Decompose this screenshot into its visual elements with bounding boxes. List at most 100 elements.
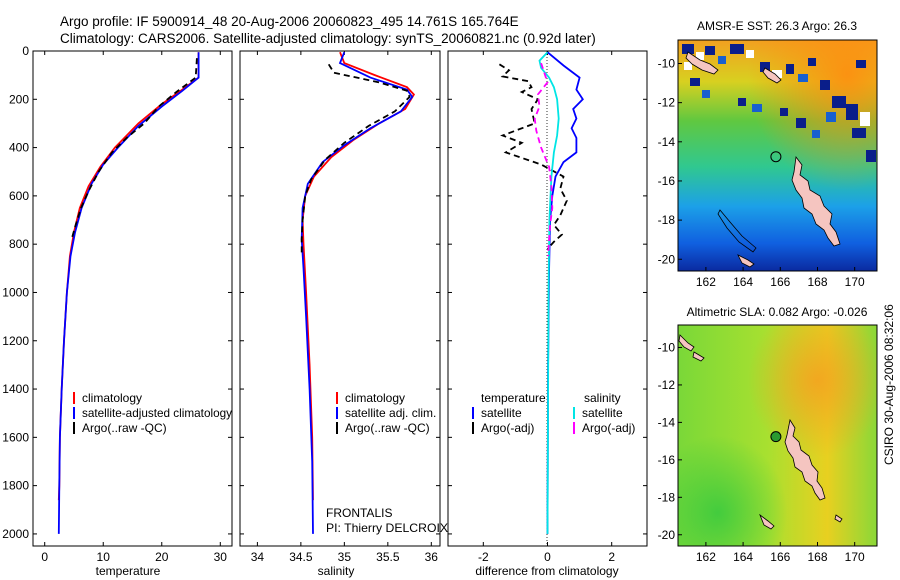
legend-climatology: climatology xyxy=(82,391,142,405)
temperature-plot-frame xyxy=(32,50,233,547)
coastline-solomon xyxy=(685,51,782,84)
cloud-pixel xyxy=(832,96,846,108)
cloud-pixel xyxy=(718,56,726,64)
salinity-axis-label: salinity xyxy=(318,564,355,578)
x-tick-label: 10 xyxy=(97,550,111,564)
salinity-series xyxy=(300,51,416,534)
annotation-program: FRONTALIS xyxy=(326,506,392,520)
cloud-pixel xyxy=(826,112,836,122)
x-tick-label: -2 xyxy=(478,550,489,564)
coastline-vanuatu xyxy=(791,155,841,247)
legend-sal-argo: Argo(-adj) xyxy=(582,421,635,435)
side-timestamp-label: CSIRO 30-Aug-2006 08:32:06 xyxy=(882,304,896,465)
cloud-pixel xyxy=(860,112,870,126)
sst-map-title: AMSR-E SST: 26.3 Argo: 26.3 xyxy=(697,19,857,33)
cloud-pixel xyxy=(808,58,816,66)
map-y-tick-label: -16 xyxy=(658,453,676,467)
map-y-tick-label: -20 xyxy=(658,528,676,542)
series-line-argo-raw-qc xyxy=(300,63,411,257)
coastline-vanuatu xyxy=(784,418,826,501)
legend-argo: Argo(..raw -QC) xyxy=(82,421,167,435)
sst-cloud-mask xyxy=(682,44,876,162)
series-line-satellite-adjusted-climatology xyxy=(57,52,200,534)
map-x-tick-label: 162 xyxy=(696,550,716,564)
x-tick-label: 34 xyxy=(251,550,265,564)
coastline-new-caledonia xyxy=(737,254,755,268)
cloud-pixel xyxy=(856,60,866,68)
temperature-legend: climatology satellite-adjusted climatolo… xyxy=(73,391,232,435)
cloud-pixel xyxy=(786,64,794,74)
cloud-pixel xyxy=(852,128,866,138)
argo-float-marker xyxy=(770,151,782,163)
x-tick-label: 0 xyxy=(41,550,48,564)
x-tick-label: 30 xyxy=(214,550,228,564)
sla-map-axes: 162 164 166 168 170 -10 -12 -14 -16 -18 -20 xyxy=(658,340,865,564)
cloud-pixel xyxy=(730,44,744,54)
cloud-pixel xyxy=(846,104,858,120)
x-tick-label: 20 xyxy=(155,550,169,564)
depth-tick-label: 2000 xyxy=(2,527,29,541)
difference-series xyxy=(498,51,584,534)
figure-title-line2: Climatology: CARS2006. Satellite-adjuste… xyxy=(60,31,596,46)
map-y-tick-label: -10 xyxy=(658,56,676,70)
series-line-salinity-argo-adj xyxy=(533,62,554,257)
map-x-tick-label: 162 xyxy=(696,275,716,289)
legend-header-temperature: temperature xyxy=(481,391,546,405)
difference-legend: temperature salinity satellite Argo(-adj… xyxy=(472,391,635,435)
depth-tick-label: 200 xyxy=(9,92,29,106)
map-y-tick-label: -18 xyxy=(658,213,676,227)
sla-map-title: Altimetric SLA: 0.082 Argo: -0.026 xyxy=(687,305,868,319)
cloud-pixel xyxy=(812,130,820,138)
x-tick-label: 36 xyxy=(425,550,439,564)
depth-tick-label: 1600 xyxy=(2,430,29,444)
cloud-pixel xyxy=(702,90,710,98)
legend-argo: Argo(..raw -QC) xyxy=(345,421,430,435)
cloud-pixel xyxy=(746,50,754,58)
temperature-series xyxy=(57,52,200,534)
map-x-tick-label: 164 xyxy=(733,275,753,289)
cloud-pixel xyxy=(752,104,762,112)
map-y-tick-label: -12 xyxy=(658,378,676,392)
cloud-pixel xyxy=(696,52,704,60)
cloud-pixel xyxy=(690,78,700,86)
cloud-pixel xyxy=(796,118,806,128)
sst-map xyxy=(677,39,878,272)
map-y-tick-label: -10 xyxy=(658,340,676,354)
depth-tick-label: 1200 xyxy=(2,334,29,348)
series-line-salinity-satellite xyxy=(538,51,560,534)
x-tick-label: 34.5 xyxy=(289,550,313,564)
figure-title-line1: Argo profile: IF 5900914_48 20-Aug-2006 … xyxy=(60,14,519,29)
map-y-tick-label: -20 xyxy=(658,252,676,266)
difference-x-axis: -2 0 2 xyxy=(478,51,615,564)
depth-tick-label: 800 xyxy=(9,237,29,251)
map-y-tick-label: -18 xyxy=(658,490,676,504)
cloud-pixel xyxy=(866,150,876,162)
salinity-x-axis: 34 34.5 35 35.5 36 xyxy=(251,51,439,564)
map-x-tick-label: 170 xyxy=(845,550,865,564)
map-y-tick-label: -14 xyxy=(658,135,676,149)
legend-header-salinity: salinity xyxy=(584,391,621,405)
cloud-pixel xyxy=(705,46,715,55)
cloud-pixel xyxy=(738,98,746,106)
series-line-climatology xyxy=(301,51,416,501)
depth-tick-label: 1800 xyxy=(2,479,29,493)
temperature-axis-label: temperature xyxy=(96,564,161,578)
cloud-pixel xyxy=(772,70,782,78)
map-x-tick-label: 168 xyxy=(807,550,827,564)
sla-map-frame xyxy=(677,324,878,547)
x-tick-label: 0 xyxy=(544,550,551,564)
map-x-tick-label: 164 xyxy=(733,550,753,564)
cloud-pixel xyxy=(780,108,788,116)
map-x-tick-label: 168 xyxy=(807,275,827,289)
coastline-solomon xyxy=(678,334,705,362)
map-y-tick-label: -12 xyxy=(658,96,676,110)
difference-axis-label: difference from climatology xyxy=(475,564,618,578)
legend-satellite-adjusted: satellite-adjusted climatology xyxy=(82,406,232,420)
argo-float-marker xyxy=(770,431,782,443)
legend-satellite-adj: satellite adj. clim. xyxy=(345,406,436,420)
series-line-argo-raw-qc xyxy=(70,58,198,240)
depth-tick-label: 1400 xyxy=(2,382,29,396)
map-y-tick-label: -14 xyxy=(658,415,676,429)
depth-tick-label: 1000 xyxy=(2,285,29,299)
